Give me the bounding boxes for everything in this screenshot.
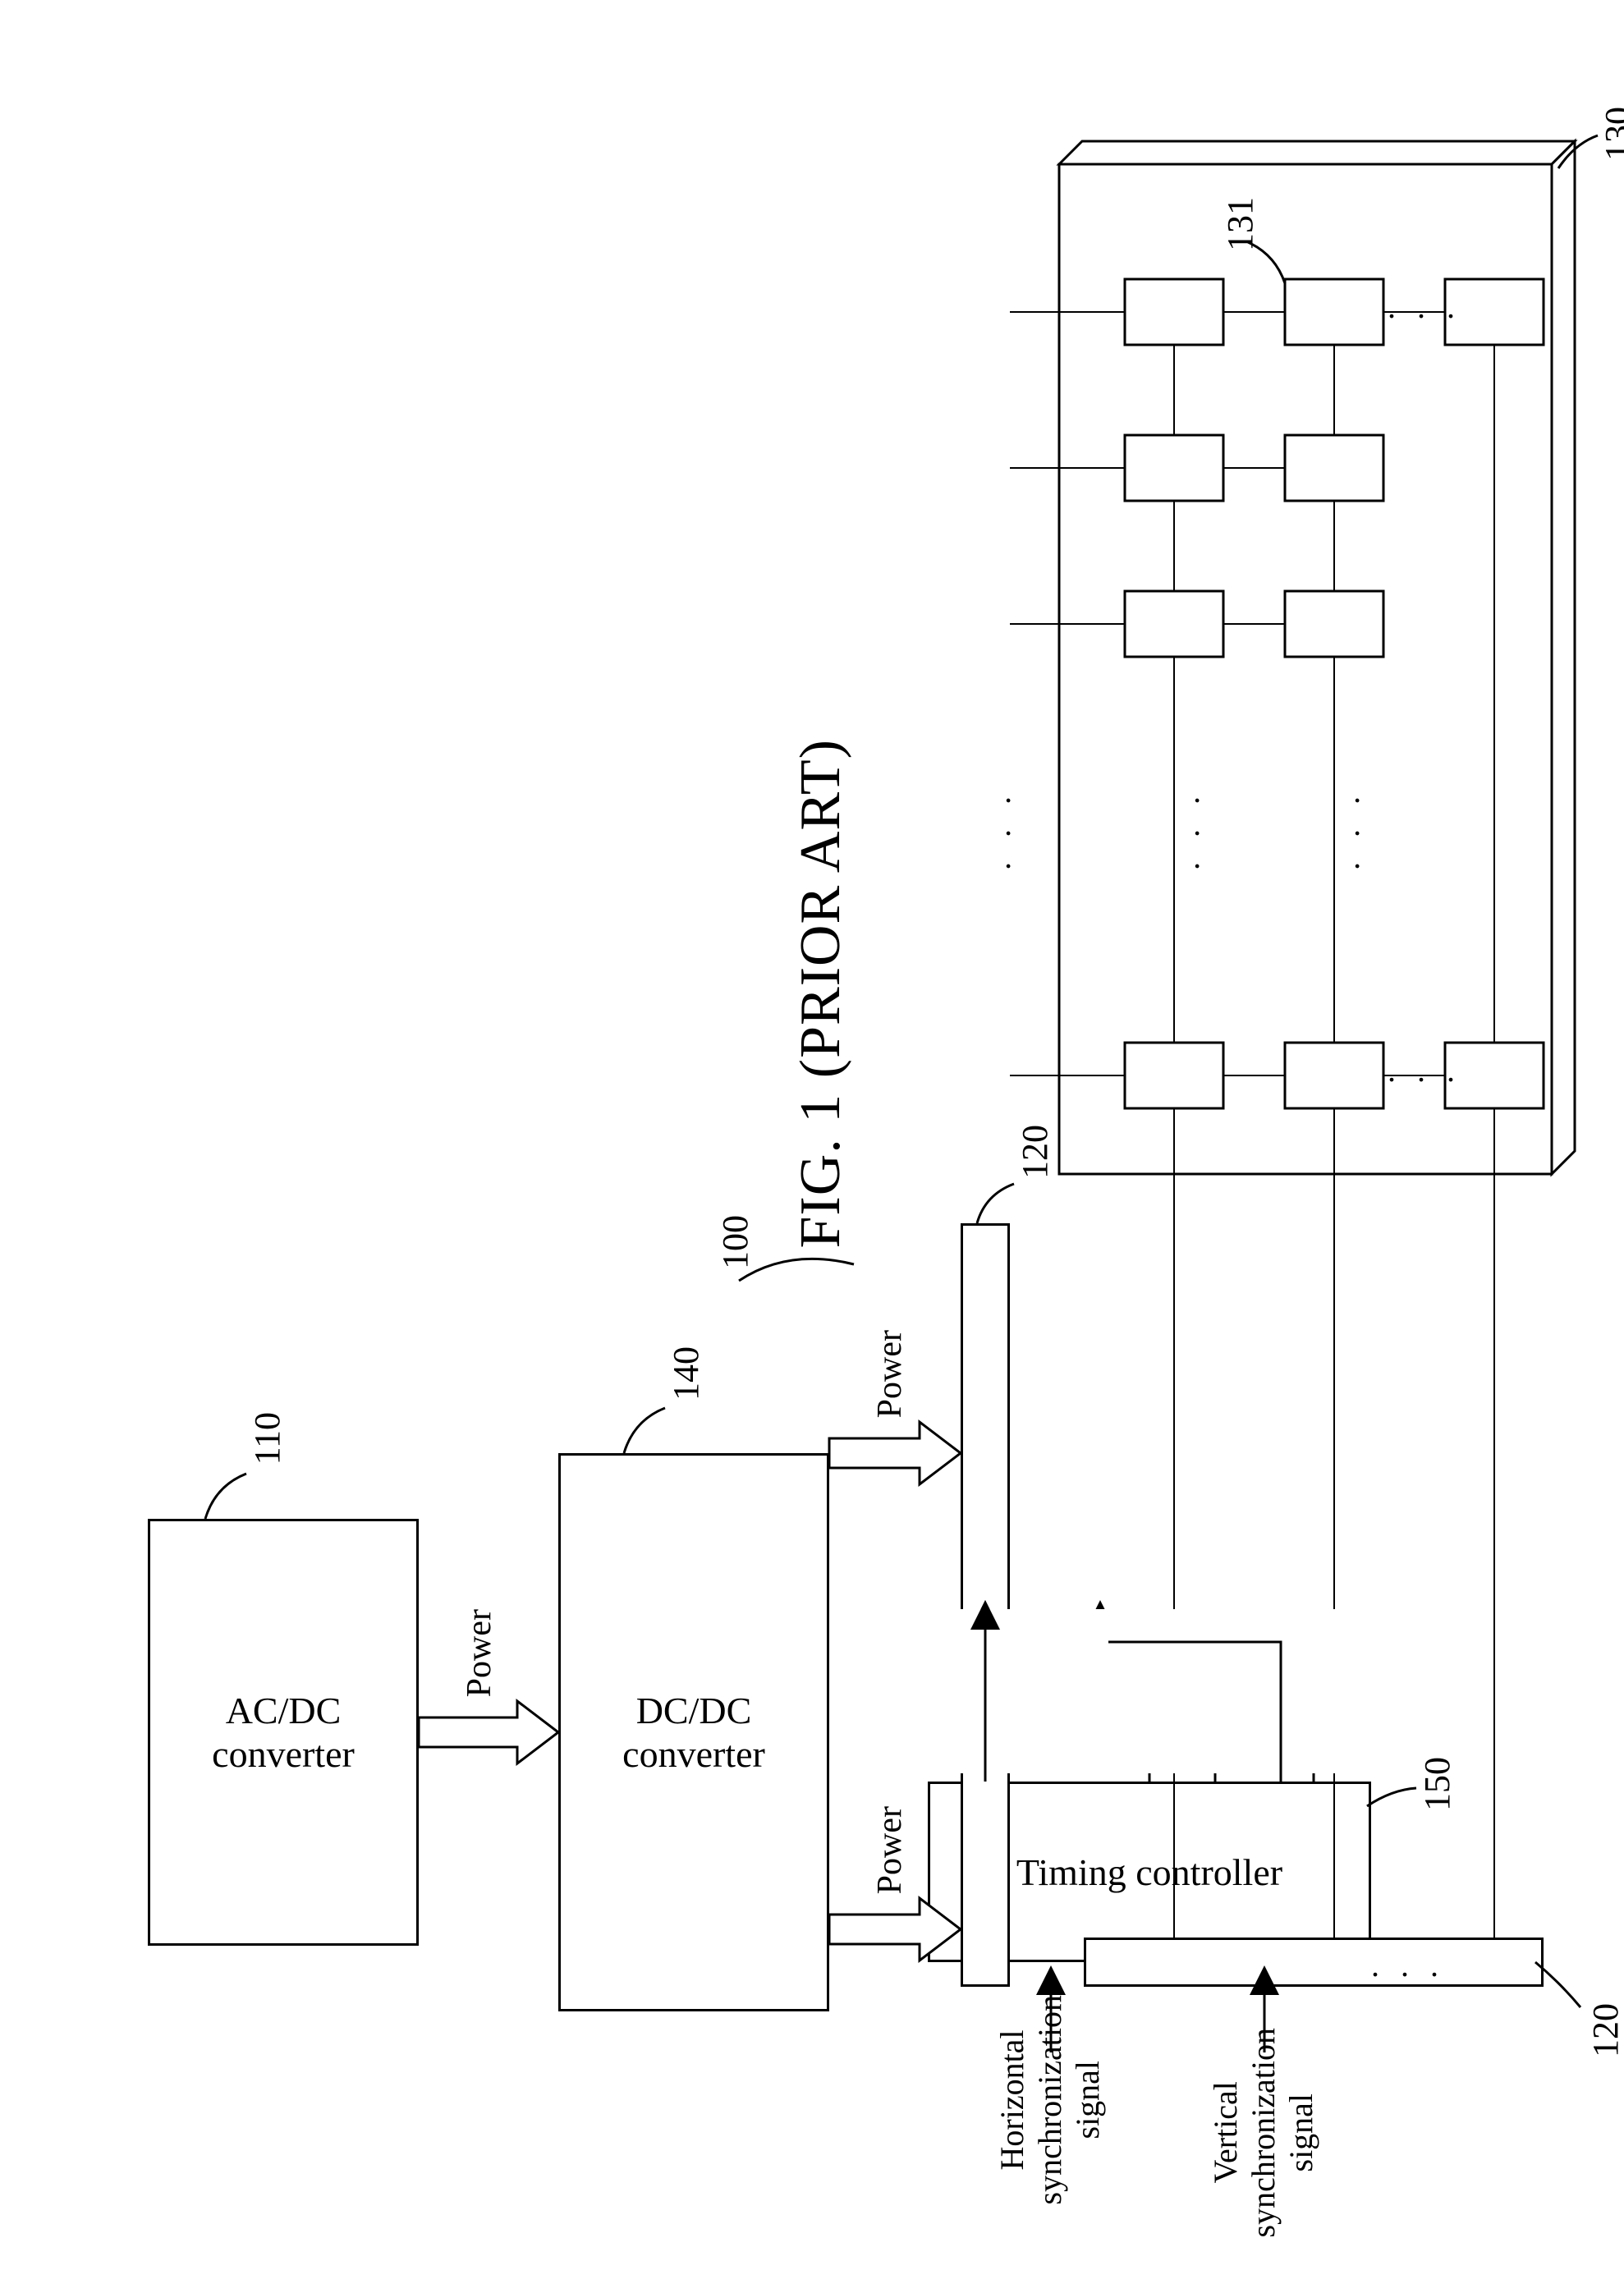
- ellipsis-icon: . . .: [1388, 287, 1461, 326]
- hsync-label: Horizontal synchronization signal: [993, 1995, 1107, 2205]
- figure-caption: FIG. 1 (PRIOR ART): [788, 739, 854, 1249]
- ellipsis-icon: . . .: [1328, 788, 1367, 870]
- acdc-label: AC/DC converter: [212, 1689, 355, 1776]
- dcdc-block: DC/DC converter: [558, 1453, 829, 2011]
- acdc-block: AC/DC converter: [148, 1519, 419, 1946]
- timing-out: [985, 1630, 1314, 1782]
- driver-bottom: [1084, 1938, 1544, 1987]
- ref-130: 130: [1597, 107, 1624, 161]
- ref-100: [739, 1259, 854, 1281]
- ref-120-left: 120: [1014, 1125, 1056, 1179]
- dcdc-label: DC/DC converter: [622, 1689, 765, 1776]
- ref-150: 150: [1416, 1757, 1458, 1811]
- vsync-label: Vertical synchronization signal: [1207, 2028, 1320, 2238]
- ellipsis-icon: . . .: [1168, 788, 1207, 870]
- driver-left: [961, 1223, 1010, 1987]
- ref-100: 100: [714, 1215, 756, 1269]
- ref-131: 131: [1219, 197, 1261, 251]
- power-label-2: Power: [870, 1330, 910, 1418]
- ref-140: 140: [665, 1346, 707, 1401]
- ref-110: 110: [246, 1412, 288, 1465]
- figure-stage: AC/DC converter DC/DC converter Timing c…: [0, 0, 1624, 2293]
- ref-120-bottom: 120: [1585, 2003, 1624, 2057]
- power-label-1: Power: [460, 1609, 499, 1697]
- pixel-cells: [1125, 279, 1544, 1108]
- ellipsis-icon: . . .: [979, 788, 1018, 870]
- panel-3d: [1059, 141, 1575, 1174]
- ellipsis-icon: . . .: [1371, 1946, 1445, 1984]
- timing-label: Timing controller: [1016, 1850, 1282, 1894]
- power-label-3: Power: [870, 1806, 910, 1894]
- ellipsis-icon: . . .: [1388, 1051, 1461, 1089]
- pixel-wiring: [1010, 312, 1494, 1938]
